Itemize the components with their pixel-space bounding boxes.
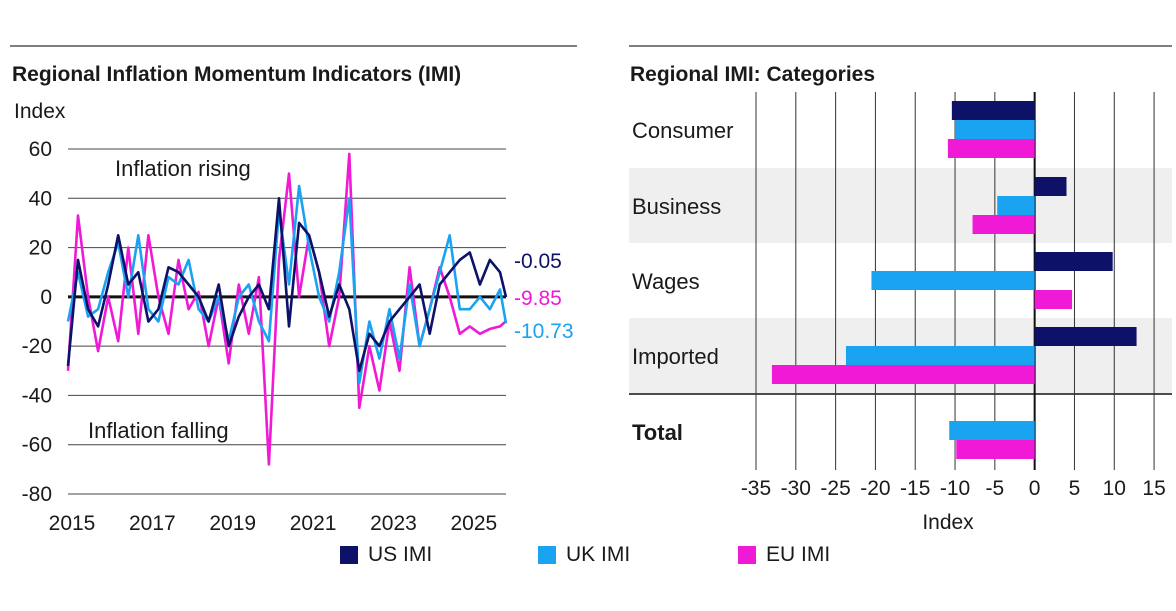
legend-label-us: US IMI <box>368 543 433 566</box>
left-y-tick-label: -20 <box>22 335 52 358</box>
right-x-tick-label: -25 <box>820 477 850 500</box>
left-y-axis-label: Index <box>14 100 66 123</box>
line-uk-imi <box>66 184 508 385</box>
end-label: -10.73 <box>514 320 574 343</box>
right-bars <box>771 101 1137 459</box>
right-x-axis-label: Index <box>922 511 974 534</box>
right-x-tick-label: -10 <box>940 477 970 500</box>
bar-wages-eu-imi <box>1034 290 1073 309</box>
left-x-ticks: 2015 2017 2019 2021 2023 2025 <box>49 512 498 535</box>
legend-swatch-us <box>340 546 358 564</box>
left-y-tick-label: 60 <box>29 138 52 161</box>
left-x-tick-label: 2025 <box>450 512 497 535</box>
bar-consumer-eu-imi <box>947 139 1035 158</box>
legend-item-eu: EU IMI <box>738 543 830 567</box>
category-label-imported: Imported <box>632 344 719 369</box>
left-y-tick-label: 40 <box>29 187 52 210</box>
bar-total-eu-imi <box>956 440 1035 459</box>
annotation-inflation-rising: Inflation rising <box>115 156 251 181</box>
left-end-labels: -0.05 -9.85 -10.73 <box>514 250 574 343</box>
right-x-tick-label: 5 <box>1069 477 1081 500</box>
left-chart-title: Regional Inflation Momentum Indicators (… <box>12 63 461 86</box>
bar-business-uk-imi <box>997 196 1035 215</box>
right-chart-title: Regional IMI: Categories <box>630 63 875 86</box>
right-x-tick-label: -30 <box>781 477 811 500</box>
end-label: -9.85 <box>514 287 562 310</box>
left-y-tick-label: 0 <box>40 286 52 309</box>
bar-wages-uk-imi <box>871 271 1035 290</box>
legend-label-uk: UK IMI <box>566 543 631 566</box>
legend-item-uk: UK IMI <box>538 543 630 567</box>
left-y-tick-label: -80 <box>22 483 52 506</box>
right-category-labels: Consumer Business Wages Imported Total <box>632 118 733 445</box>
right-x-ticks: -35 -30 -25 -20 -15 -10 -5 0 5 10 15 <box>741 477 1166 500</box>
left-y-ticks: 60 40 20 0 -20 -40 -60 -80 <box>22 138 52 506</box>
left-y-tick-label: -40 <box>22 384 52 407</box>
bar-imported-us-imi <box>1034 327 1137 346</box>
bar-wages-us-imi <box>1034 252 1113 271</box>
line-us-imi <box>66 197 508 373</box>
right-x-tick-label: -15 <box>900 477 930 500</box>
right-x-tick-label: -5 <box>986 477 1005 500</box>
right-x-tick-label: -35 <box>741 477 771 500</box>
legend-swatch-eu <box>738 546 756 564</box>
category-label-business: Business <box>632 194 721 219</box>
left-x-tick-label: 2019 <box>209 512 256 535</box>
left-x-tick-label: 2021 <box>290 512 337 535</box>
category-label-wages: Wages <box>632 269 700 294</box>
left-y-tick-label: 20 <box>29 237 52 260</box>
annotation-inflation-falling: Inflation falling <box>88 418 229 443</box>
bar-consumer-uk-imi <box>955 120 1035 139</box>
bar-imported-eu-imi <box>771 365 1035 384</box>
right-x-tick-label: 0 <box>1029 477 1041 500</box>
right-x-tick-label: 15 <box>1142 477 1165 500</box>
left-x-tick-label: 2017 <box>129 512 176 535</box>
left-x-tick-label: 2015 <box>49 512 96 535</box>
legend: US IMI UK IMI EU IMI <box>0 543 1176 573</box>
bar-business-us-imi <box>1034 177 1067 196</box>
end-label: -0.05 <box>514 250 562 273</box>
left-x-tick-label: 2023 <box>370 512 417 535</box>
category-label-consumer: Consumer <box>632 118 733 143</box>
bar-imported-uk-imi <box>845 346 1035 365</box>
category-band <box>629 168 1172 243</box>
legend-label-eu: EU IMI <box>766 543 831 566</box>
legend-item-us: US IMI <box>340 543 432 567</box>
bar-consumer-us-imi <box>951 101 1035 120</box>
right-x-tick-label: 10 <box>1103 477 1126 500</box>
legend-swatch-uk <box>538 546 556 564</box>
bar-total-uk-imi <box>949 421 1035 440</box>
bar-business-eu-imi <box>972 215 1035 234</box>
right-x-tick-label: -20 <box>860 477 890 500</box>
left-y-tick-label: -60 <box>22 434 52 457</box>
category-label-total: Total <box>632 420 683 445</box>
left-series-lines <box>66 152 508 466</box>
